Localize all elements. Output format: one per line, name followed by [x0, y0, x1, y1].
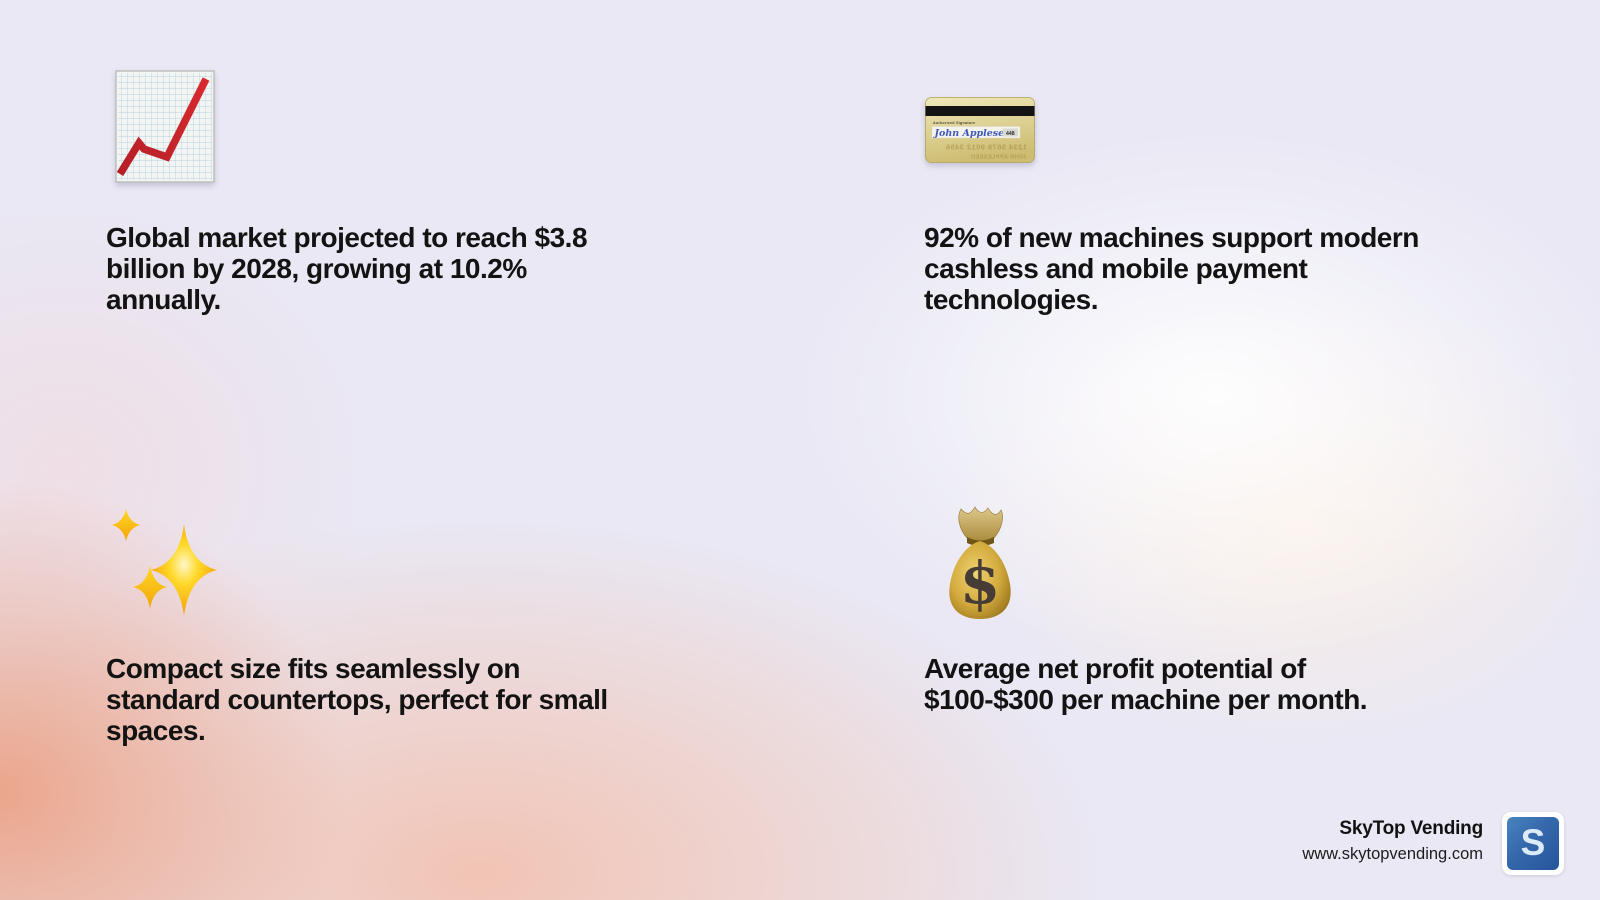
- card-text: Average net profit potential of $100-$30…: [924, 653, 1368, 715]
- brand-website: www.skytopvending.com: [1302, 845, 1483, 863]
- card-text-line: standard countertops, perfect for small: [106, 684, 608, 715]
- brand-logo: S: [1502, 812, 1564, 875]
- card-text-line: Compact size fits seamlessly on: [106, 653, 521, 684]
- card-text-line: technologies.: [924, 284, 1098, 315]
- card-signature: John Appleseed: [933, 128, 1018, 139]
- card-text: 92% of new machines support modern cashl…: [924, 222, 1419, 315]
- credit-card-icon: Authorized Signature John Appleseed 448 …: [925, 97, 1035, 163]
- card-text-line: $100-$300 per machine per month.: [924, 684, 1368, 715]
- brand-name: SkyTop Vending: [1339, 818, 1483, 839]
- money-bag-icon: $: [949, 506, 1011, 619]
- card-security-code: 448: [1006, 131, 1015, 137]
- card-text: Compact size fits seamlessly on standard…: [106, 653, 608, 746]
- money-bag-dollar-symbol: $: [960, 549, 1000, 617]
- card-text-line: Global market projected to reach $3.8: [106, 222, 588, 253]
- card-text-line: annually.: [106, 284, 221, 315]
- card-text-line: Average net profit potential of: [924, 653, 1306, 684]
- card-text: Global market projected to reach $3.8 bi…: [106, 222, 588, 315]
- sparkles-icon: [112, 509, 217, 616]
- brand-logo-letter: S: [1520, 822, 1546, 863]
- chart-increasing-icon: [115, 70, 215, 183]
- card-text-line: spaces.: [106, 715, 206, 746]
- card-text-line: 92% of new machines support modern: [924, 222, 1419, 253]
- card-embossed-name: JOHN APPLESEED: [971, 155, 1027, 161]
- card-embossed-number: 1234 5678 9012 3456: [945, 143, 1027, 152]
- card-authorized-label: Authorized Signature: [933, 121, 975, 125]
- card-text-line: cashless and mobile payment: [924, 253, 1308, 284]
- brand-footer: SkyTop Vending www.skytopvending.com: [1302, 818, 1483, 864]
- card-text-line: billion by 2028, growing at 10.2%: [106, 253, 527, 284]
- brand-logo-letter-tile: S: [1507, 817, 1559, 870]
